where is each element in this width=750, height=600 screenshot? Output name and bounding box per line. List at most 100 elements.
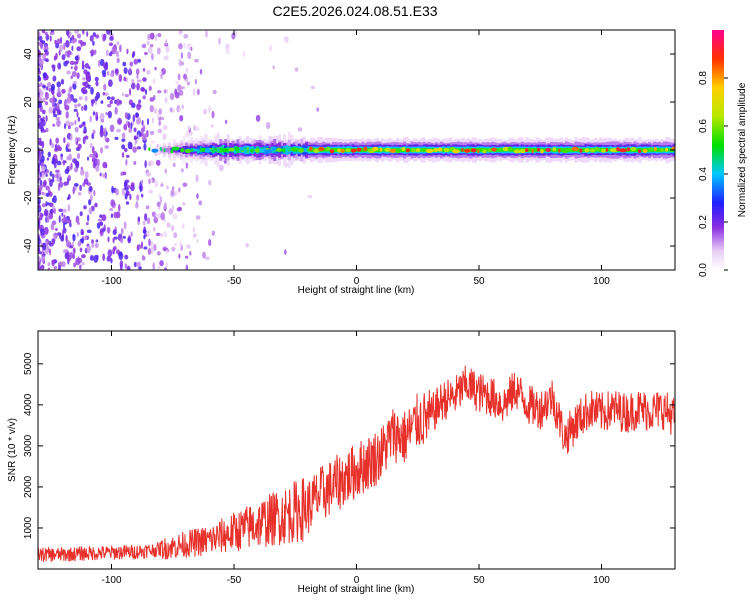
x-tick-label: 50 xyxy=(473,575,485,586)
heatmap-cell xyxy=(344,148,348,152)
heatmap-cell xyxy=(177,206,183,212)
heatmap-cell xyxy=(119,44,122,53)
heatmap-cell xyxy=(196,88,200,96)
heatmap-cell xyxy=(146,69,151,75)
heatmap-cell xyxy=(107,249,113,257)
heatmap-cell xyxy=(82,77,86,81)
line-panel: -100 -50 0 50 100 1000 2000 3000 4000 5000 Heigh… xyxy=(7,330,676,595)
heatmap-cell xyxy=(92,129,96,135)
heatmap-cell xyxy=(55,137,59,144)
heatmap-cell xyxy=(52,75,57,82)
heatmap-cell xyxy=(116,128,121,133)
heatmap-hotspot xyxy=(340,148,345,153)
heatmap-cell xyxy=(151,117,154,124)
heatmap-cell xyxy=(89,153,94,158)
heatmap-hotspot xyxy=(350,148,357,153)
heatmap-cell xyxy=(74,55,79,61)
heatmap-cell xyxy=(263,147,267,153)
heatmap-cell xyxy=(130,231,133,237)
heatmap-hotspot xyxy=(228,147,235,152)
y-tick-label: 40 xyxy=(23,48,34,60)
heatmap-hotspot xyxy=(151,148,159,153)
heatmap-cell xyxy=(49,179,53,187)
heatmap-cell xyxy=(182,202,186,206)
heatmap-cell xyxy=(116,41,120,46)
heatmap-cell xyxy=(235,30,238,37)
heatmap-cell xyxy=(104,172,107,179)
colorbar-tick-label: 0.6 xyxy=(698,119,709,133)
heatmap-cell xyxy=(381,148,385,152)
heatmap-cell xyxy=(80,169,85,176)
heatmap-cell xyxy=(461,148,465,152)
heatmap-cell xyxy=(137,134,140,140)
heatmap-cell xyxy=(58,99,63,105)
heatmap-cell xyxy=(151,211,156,217)
heatmap-cell xyxy=(56,81,62,88)
heatmap-cell xyxy=(56,172,60,179)
heatmap-hotspot xyxy=(536,147,540,152)
heatmap-cell xyxy=(76,221,80,225)
heatmap-cell xyxy=(63,216,68,223)
heatmap-cell xyxy=(119,264,123,270)
heatmap-cell xyxy=(52,94,55,102)
heatmap-cell xyxy=(307,148,311,152)
heatmap-cell xyxy=(92,40,95,46)
heatmap-cell xyxy=(111,96,115,101)
heatmap-cell xyxy=(111,46,116,55)
heatmap-cell xyxy=(136,79,142,83)
heatmap-cell xyxy=(73,262,77,268)
heatmap-cell xyxy=(255,114,261,122)
heatmap-cell xyxy=(187,125,191,130)
heatmap-cell xyxy=(91,146,95,154)
heatmap-cell xyxy=(66,70,71,75)
heatmap-cell xyxy=(154,180,159,188)
heatmap-cell xyxy=(178,108,182,112)
x-tick-label: -100 xyxy=(101,276,121,287)
heatmap-cell xyxy=(56,160,62,166)
heatmap-cell xyxy=(157,33,162,38)
heatmap-cell xyxy=(496,148,500,152)
heatmap-cell xyxy=(205,30,208,38)
heatmap-cell xyxy=(180,61,185,66)
heatmap-cell xyxy=(43,49,48,53)
heatmap-cell xyxy=(77,192,82,196)
heatmap-cell xyxy=(110,213,114,219)
heatmap-cell xyxy=(158,108,163,115)
heatmap-hotspot xyxy=(561,149,569,154)
heatmap-hotspot xyxy=(163,148,166,153)
heatmap-cell xyxy=(92,111,96,116)
heatmap-cell xyxy=(80,39,83,48)
heatmap-cell xyxy=(160,73,163,80)
heatmap-cell xyxy=(46,215,50,223)
heatmap-hotspot xyxy=(619,148,627,153)
heatmap-hotspot xyxy=(363,146,368,151)
heatmap-cell xyxy=(121,92,124,97)
heatmap-cell xyxy=(173,232,178,239)
heatmap-cell xyxy=(180,168,184,173)
heatmap-cell xyxy=(38,155,42,160)
heatmap-cell xyxy=(51,205,55,210)
heatmap-cell xyxy=(91,239,94,244)
heatmap-cell xyxy=(96,158,100,167)
heatmap-cell xyxy=(83,178,89,185)
heatmap-hotspot xyxy=(630,147,637,152)
heatmap-cell xyxy=(46,157,50,161)
heatmap-cell xyxy=(72,234,76,242)
heatmap-cell xyxy=(52,123,56,127)
heatmap-cell xyxy=(74,126,79,133)
heatmap-hotspot xyxy=(463,148,471,153)
heatmap-cell xyxy=(62,159,66,166)
heatmap-cell xyxy=(70,39,76,44)
heatmap-cell xyxy=(88,185,93,192)
heatmap-cell xyxy=(87,214,90,222)
heatmap-cell xyxy=(147,229,150,238)
heatmap-cell xyxy=(554,148,558,152)
heatmap-cell xyxy=(147,46,153,54)
heatmap-cell xyxy=(45,33,50,41)
heatmap-cell xyxy=(177,147,181,153)
heatmap-cell xyxy=(147,33,151,41)
heatmap-hotspot xyxy=(477,149,480,154)
heatmap-hotspot xyxy=(249,148,255,153)
heatmap-cell xyxy=(140,241,144,250)
heatmap-cell xyxy=(134,140,137,146)
